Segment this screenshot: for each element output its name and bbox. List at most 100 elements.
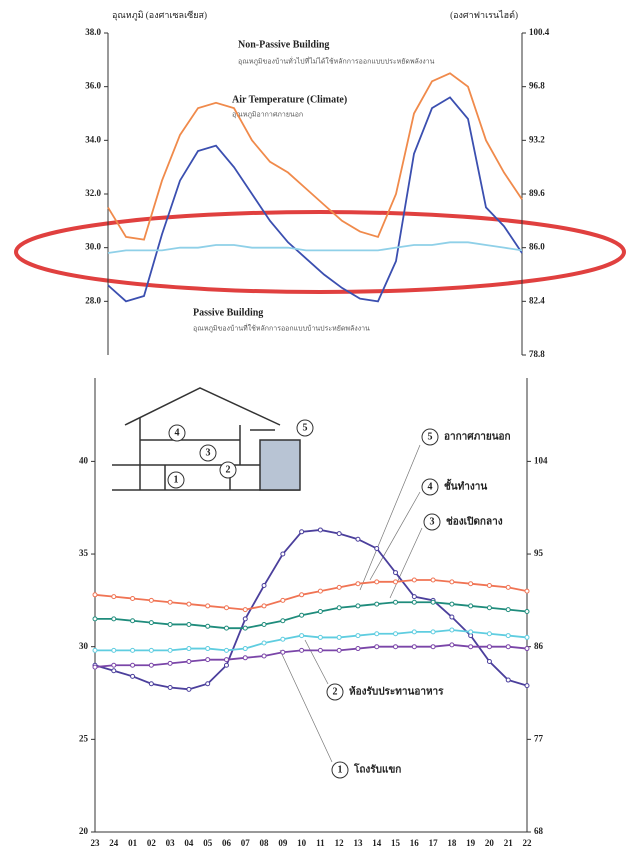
data-point: [186, 621, 192, 627]
x-tick-label: 16: [410, 838, 420, 848]
data-point: [411, 644, 417, 650]
data-point: [355, 646, 361, 652]
y2-axis-label: (องศาฟาเรนไฮต์): [450, 9, 518, 20]
x-tick-label: 07: [241, 838, 251, 848]
legend-number: 5: [428, 431, 433, 442]
data-point: [393, 570, 399, 576]
data-point: [505, 584, 511, 590]
data-point: [468, 644, 474, 650]
data-point: [148, 647, 154, 653]
data-point: [148, 597, 154, 603]
data-point: [393, 644, 399, 650]
y-tick-label: 36.0: [85, 81, 101, 91]
legend-label: ชั้นทำงาน: [444, 478, 487, 492]
data-point: [317, 588, 323, 594]
series-line: [107, 241, 523, 254]
data-point: [374, 601, 380, 607]
data-point: [317, 647, 323, 653]
data-point: [261, 653, 267, 659]
annotation-text: อุณหภูมิอากาศภายนอก: [232, 111, 303, 119]
diagram-number: 5: [303, 422, 308, 433]
data-point: [299, 633, 305, 639]
diagram-number: 1: [174, 474, 179, 485]
data-point: [374, 644, 380, 650]
data-point: [524, 646, 530, 652]
data-point: [299, 647, 305, 653]
data-point: [299, 592, 305, 598]
x-tick-label: 22: [523, 838, 533, 848]
x-tick-label: 20: [485, 838, 495, 848]
data-point: [336, 647, 342, 653]
data-point: [505, 607, 511, 613]
data-point: [130, 618, 136, 624]
data-point: [505, 633, 511, 639]
data-point: [505, 644, 511, 650]
legend-number: 2: [333, 686, 338, 697]
y-tick-label: 35: [79, 548, 89, 558]
data-point: [223, 657, 229, 663]
data-point: [261, 583, 267, 589]
legend-number: 1: [338, 764, 343, 775]
data-point: [336, 531, 342, 537]
data-point: [524, 588, 530, 594]
y-tick-label: 40: [79, 455, 89, 465]
data-point: [411, 629, 417, 635]
data-point: [186, 601, 192, 607]
data-point: [148, 662, 154, 668]
data-point: [393, 631, 399, 637]
y2-tick-label: 77: [534, 733, 544, 743]
y2-tick-label: 86: [534, 641, 544, 651]
data-point: [205, 657, 211, 663]
x-tick-label: 01: [128, 838, 138, 848]
x-tick-label: 17: [429, 838, 439, 848]
y2-tick-label: 96.8: [529, 81, 545, 91]
y2-tick-label: 95: [534, 548, 544, 558]
data-point: [505, 677, 511, 683]
annotation-title: Air Temperature (Climate): [232, 94, 347, 105]
legend-label: อากาศภายนอก: [444, 431, 511, 442]
series-line: [94, 529, 528, 691]
data-point: [355, 581, 361, 587]
data-point: [167, 684, 173, 690]
series-line: [107, 72, 523, 241]
y-tick-label: 30.0: [85, 242, 101, 252]
diagram-numbers: 4 3 2 1 5: [167, 419, 314, 489]
x-tick-label: 21: [504, 838, 514, 848]
data-point: [186, 646, 192, 652]
x-tick-label: 02: [147, 838, 157, 848]
series-line: [95, 601, 528, 630]
data-point: [486, 644, 492, 650]
y-tick-label: 38.0: [85, 27, 101, 37]
data-point: [223, 662, 229, 668]
data-point: [374, 631, 380, 637]
data-point: [468, 581, 474, 587]
x-tick-label: 19: [466, 838, 476, 848]
data-point: [242, 625, 248, 631]
data-point: [449, 627, 455, 633]
data-point: [486, 583, 492, 589]
data-point: [486, 631, 492, 637]
y-tick-label: 20: [79, 826, 89, 836]
data-point: [336, 584, 342, 590]
y-tick-label: 25: [79, 733, 89, 743]
data-point: [299, 612, 305, 618]
data-point: [186, 659, 192, 665]
x-tick-label: 06: [222, 838, 232, 848]
data-point: [411, 594, 417, 600]
data-point: [242, 646, 248, 652]
annotation-text: อุณหภูมิของบ้านทั่วไปที่ไม่ได้ใช้หลักการ…: [238, 57, 435, 66]
data-point: [524, 608, 530, 614]
data-point: [223, 625, 229, 631]
y2-tick-label: 86.0: [529, 242, 545, 252]
data-point: [148, 681, 154, 687]
data-point: [374, 545, 380, 551]
data-point: [336, 605, 342, 611]
data-point: [280, 551, 286, 557]
data-point: [205, 681, 211, 687]
y2-tick-label: 104: [534, 455, 548, 465]
data-point: [317, 527, 323, 533]
data-point: [130, 596, 136, 602]
data-point: [393, 579, 399, 585]
x-tick-label: 08: [260, 838, 270, 848]
x-tick-label: 12: [335, 838, 345, 848]
